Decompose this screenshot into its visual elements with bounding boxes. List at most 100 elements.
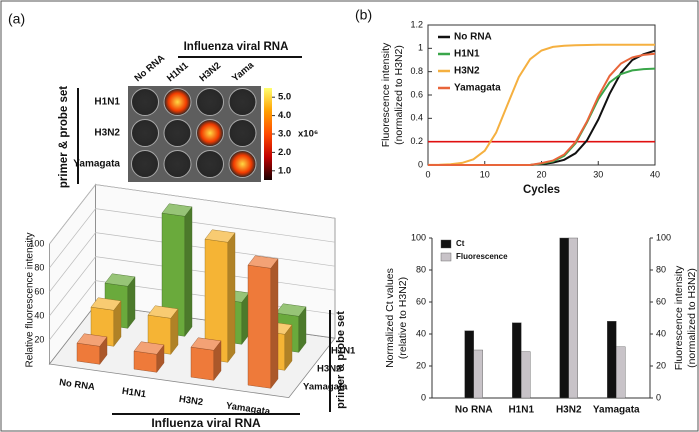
colorbar-tick-label: 1.0 [278, 165, 291, 176]
grid-line [49, 184, 336, 245]
bar [464, 330, 474, 399]
x-tick-label: 10 [480, 169, 490, 179]
x-tick-label: No RNA [455, 405, 493, 416]
y-tick-label: 0.6 [410, 89, 423, 99]
y2-tick-label: 100 [656, 232, 671, 242]
y2-tick-label: 20 [656, 360, 666, 370]
y-tick-label: 0.8 [410, 66, 423, 76]
z-axis-title: Relative fluorescence intensity [25, 232, 36, 367]
y-tick-label: 40 [416, 328, 426, 338]
z-tick-label: 60 [34, 286, 44, 296]
colorbar [264, 88, 272, 180]
z-tick-label: 20 [34, 334, 44, 344]
colorbar-tick-label: 5.0 [278, 92, 291, 103]
y-tick-label: 100 [411, 232, 426, 242]
x-tick-label: 0 [425, 169, 430, 179]
z-tick-label: 100 [29, 238, 44, 248]
bar-top [147, 305, 179, 319]
y-tick-label: 0.2 [410, 136, 423, 146]
x-tick-label: 40 [650, 169, 660, 179]
bar-top [275, 303, 307, 317]
panel-label: (a) [8, 11, 25, 27]
well [228, 119, 257, 147]
well [163, 150, 192, 178]
y-tick-label: 0 [418, 159, 423, 169]
bar [607, 321, 617, 399]
x-tick-label: H3N2 [178, 394, 204, 408]
bar-top [204, 229, 236, 243]
row-label: H1N1 [94, 97, 120, 108]
bar [616, 346, 626, 399]
bar [521, 351, 531, 399]
bar [512, 322, 522, 399]
colorbar-unit: x10⁶ [298, 129, 318, 140]
y2-axis-title: Fluorescence intensity [673, 265, 685, 370]
grid-line [49, 208, 336, 269]
y-tick-label: 20 [416, 360, 426, 370]
series-line [427, 43, 655, 166]
well [163, 119, 192, 147]
well [196, 119, 224, 147]
legend-swatch [440, 239, 452, 249]
legend-label: Fluorescence [456, 252, 508, 261]
y-tick-label: 0 [421, 392, 426, 402]
well [131, 88, 159, 116]
depth-tick-label: H1N1 [331, 346, 356, 357]
legend-label: H3N2 [454, 66, 480, 77]
bar-top [90, 297, 122, 311]
z-tick-label: 80 [34, 262, 44, 272]
depth-tick-label: Yamagata [303, 382, 348, 393]
colorbar-tick-label: 2.0 [278, 147, 291, 158]
x-tick-label: 20 [536, 169, 546, 179]
z-tick-label: 40 [34, 310, 44, 320]
y-tick-label: 1.2 [410, 19, 423, 29]
y-axis-title: Normalized Ct values [384, 268, 396, 368]
y-axis-title: (relative to H3N2) [397, 277, 409, 359]
bar-top [133, 341, 165, 355]
x-axis-title: Cycles [523, 184, 560, 196]
bar-front [190, 346, 215, 381]
bar [568, 237, 578, 399]
y-tick-label: 60 [416, 296, 426, 306]
well [228, 150, 257, 178]
y-axis-title: (normalized to H3N2) [393, 45, 405, 145]
grid-line [49, 232, 336, 293]
heatmap-title: Influenza viral RNA [184, 41, 289, 53]
x-tick-label: H1N1 [508, 405, 534, 416]
legend-swatch [440, 252, 452, 262]
well [196, 88, 224, 116]
x-tick-label: H3N2 [556, 405, 582, 416]
y-tick-label: 0.4 [410, 113, 423, 123]
x-tick-label: Yamagata [593, 405, 640, 416]
x-axis-title: Influenza viral RNA [151, 416, 261, 430]
y-tick-label: 1 [418, 43, 423, 53]
bar-front [76, 342, 101, 365]
colorbar-tick-label: 4.0 [278, 110, 291, 121]
legend-label: H1N1 [454, 49, 480, 60]
legend-label: No RNA [454, 32, 492, 43]
series-line [428, 52, 656, 166]
well [163, 88, 192, 116]
legend-label: Yamagata [454, 83, 501, 94]
row-label: Yamagata [73, 159, 120, 170]
well [131, 119, 159, 147]
y2-tick-label: 40 [656, 328, 666, 338]
bar-top [104, 273, 136, 287]
bar-top [161, 203, 193, 217]
bar-side [227, 232, 236, 363]
y-axis-title: Fluorescence intensity [380, 42, 392, 147]
well [196, 150, 224, 178]
legend-label: Ct [456, 239, 465, 248]
y2-tick-label: 60 [656, 296, 666, 306]
bar [473, 349, 483, 399]
y2-axis-title: (normalized to H3N2) [686, 268, 698, 368]
row-label: H3N2 [94, 128, 120, 139]
bar-side [184, 206, 193, 337]
bar [559, 237, 569, 399]
depth-axis-title: primer & probe set [335, 311, 347, 409]
bar-top [76, 333, 108, 347]
x-tick-label: 30 [593, 169, 603, 179]
bar-top [247, 255, 279, 269]
well [131, 150, 159, 178]
